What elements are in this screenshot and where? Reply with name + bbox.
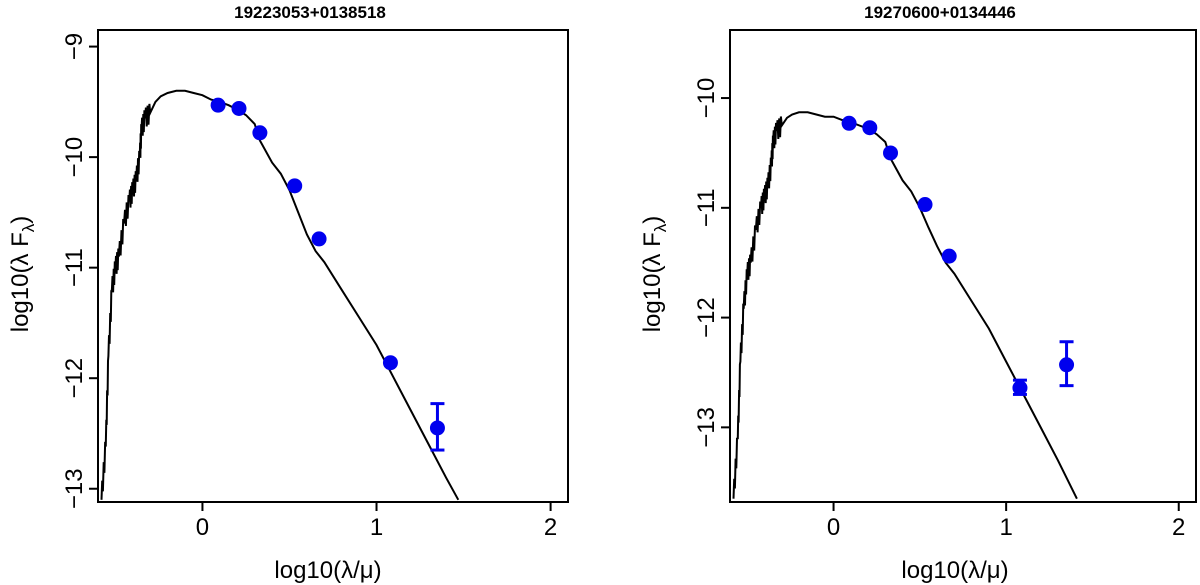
photometry-point (917, 197, 933, 213)
photometry-point (231, 100, 247, 116)
y-tick-label: −11 (61, 248, 88, 287)
photometry-point (429, 420, 445, 436)
chart-title: 19270600+0134446 (864, 3, 1016, 22)
y-axis-label-subscript: λ (19, 223, 38, 232)
photometry-point (382, 355, 398, 371)
photometry-point (1059, 357, 1075, 373)
photometry-point (252, 125, 268, 141)
y-axis-label-close: ) (7, 216, 34, 224)
x-axis-label: log10(λ/μ) (274, 557, 381, 584)
y-tick-label: −13 (693, 407, 720, 448)
photometry-point (862, 120, 878, 136)
y-tick-label: −10 (61, 137, 88, 178)
y-tick-label: −11 (693, 188, 720, 227)
photometry-point (287, 178, 303, 194)
photometry-point (841, 115, 857, 131)
sed-model-curve (732, 111, 1078, 500)
y-tick-label: −10 (693, 78, 720, 119)
y-tick-label: −12 (693, 297, 720, 338)
x-tick-label: 0 (196, 514, 209, 541)
photometry-point (883, 145, 899, 161)
x-tick-label: 2 (544, 514, 557, 541)
chart-title: 19223053+0138518 (234, 3, 386, 22)
x-axis-label: log10(λ/μ) (901, 557, 1008, 584)
y-axis-label-close: ) (639, 216, 666, 224)
y-axis-label-main: log10(λ F (7, 232, 34, 332)
y-tick-label: −9 (61, 33, 88, 60)
photometry-point (210, 97, 226, 113)
y-tick-label: −13 (61, 468, 88, 509)
sed-model-curve (100, 89, 460, 501)
plot-frame (97, 29, 569, 503)
x-tick-label: 2 (1172, 514, 1185, 541)
y-axis-label: log10(λ Fλ) (7, 216, 38, 333)
y-axis-label-subscript: λ (651, 223, 670, 232)
plot-frame (729, 29, 1197, 503)
x-tick-label: 0 (827, 514, 840, 541)
x-tick-label: 1 (370, 514, 383, 541)
x-tick-label: 1 (999, 514, 1012, 541)
photometry-point (1012, 380, 1028, 396)
y-tick-label: −12 (61, 358, 88, 399)
photometry-point (941, 248, 957, 264)
y-axis-label: log10(λ Fλ) (639, 216, 670, 333)
panel-right: 19270600+0134446 0 1 2 −13 −12 −11 −10 log10(λ/μ… (639, 3, 1197, 584)
photometry-point (311, 231, 327, 247)
y-axis-label-main: log10(λ F (639, 232, 666, 332)
panel-left: 19223053+0138518 0 1 2 −13 −12 −11 −10 −9 log10(λ… (7, 3, 569, 584)
